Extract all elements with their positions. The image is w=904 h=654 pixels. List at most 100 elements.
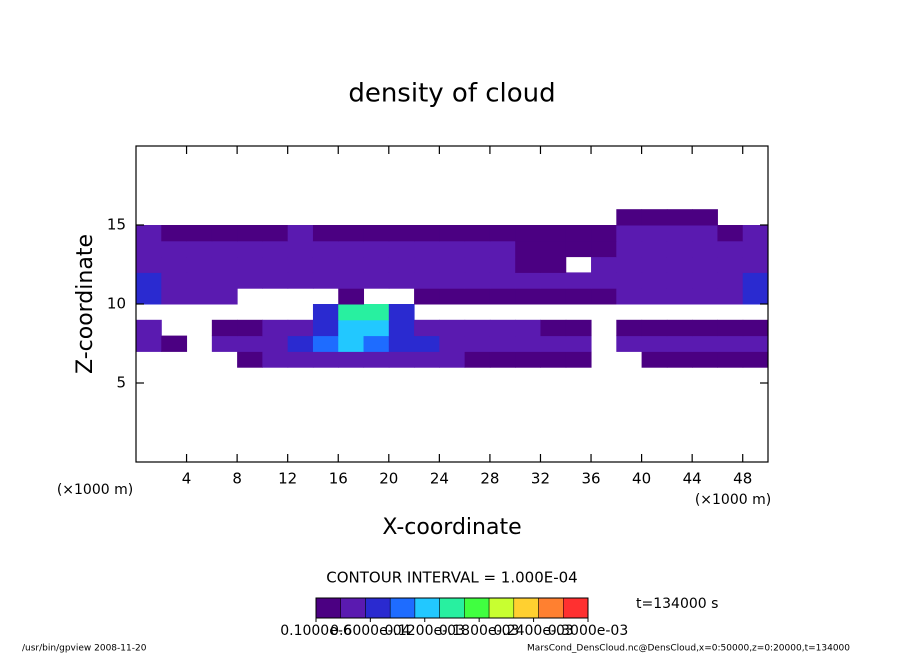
cell — [489, 240, 516, 258]
cell — [692, 335, 718, 352]
cell — [363, 240, 390, 258]
cell — [363, 335, 390, 352]
cell — [591, 256, 617, 273]
cell — [338, 240, 365, 258]
cell — [262, 335, 289, 352]
cell — [388, 319, 415, 337]
cell — [666, 225, 693, 242]
cell — [186, 256, 213, 273]
x-tick-label: 8 — [232, 470, 242, 488]
cell — [717, 288, 744, 305]
cell — [666, 288, 693, 305]
colorbar-box — [464, 597, 490, 619]
cell — [717, 272, 744, 289]
cell — [641, 351, 668, 368]
cell — [363, 304, 390, 321]
cell — [363, 319, 390, 337]
cell — [312, 272, 339, 289]
cell — [692, 351, 718, 368]
cell — [616, 335, 643, 352]
cell — [439, 225, 466, 242]
cell — [565, 351, 592, 368]
cell — [414, 272, 440, 289]
colorbar-tick-label: 0.6000e-04 — [330, 623, 411, 639]
cell — [136, 335, 162, 352]
cell — [641, 335, 668, 352]
cell — [540, 335, 567, 352]
cell — [540, 351, 567, 368]
cell — [641, 256, 668, 273]
cell — [692, 209, 718, 226]
cell — [742, 256, 769, 273]
cell — [666, 272, 693, 289]
cell — [489, 256, 516, 273]
x-tick-label: 44 — [683, 470, 702, 488]
cell — [666, 240, 693, 258]
colorbar-tick-label: 0.3000e-03 — [548, 623, 628, 639]
cell — [439, 288, 466, 305]
cell — [464, 288, 491, 305]
colorbar-frame — [315, 597, 589, 619]
cell — [540, 256, 567, 273]
cell — [565, 335, 592, 352]
cell — [186, 240, 213, 258]
time-label: t=134000 s — [636, 596, 718, 612]
cell — [464, 256, 491, 273]
cell — [742, 240, 769, 258]
x-tick-label: 40 — [632, 470, 651, 488]
cell — [692, 256, 718, 273]
cell — [161, 225, 188, 242]
cell — [388, 256, 415, 273]
cell — [515, 288, 541, 305]
cell — [287, 225, 314, 242]
cell — [414, 335, 440, 352]
x-tick-label: 24 — [430, 470, 449, 488]
cell — [742, 225, 769, 242]
cell — [136, 225, 162, 242]
cell — [540, 240, 567, 258]
cell — [540, 319, 567, 337]
colorbar-box — [315, 597, 341, 619]
colorbar-box — [389, 597, 416, 619]
cell — [161, 288, 188, 305]
cell — [312, 351, 339, 368]
cell — [464, 225, 491, 242]
cell — [211, 319, 238, 337]
cell — [540, 288, 567, 305]
cell — [641, 240, 668, 258]
cell — [565, 319, 592, 337]
cell — [742, 335, 769, 352]
cell — [237, 351, 263, 368]
cell — [439, 335, 466, 352]
cell — [489, 319, 516, 337]
cell — [616, 240, 643, 258]
cell — [262, 272, 289, 289]
cell — [287, 272, 314, 289]
colorbar-box — [488, 597, 515, 619]
cell — [186, 272, 213, 289]
cell — [515, 240, 541, 258]
chart-title: density of cloud — [348, 79, 555, 109]
x-unit-label: (×1000 m) — [695, 492, 771, 508]
x-axis-label: X-coordinate — [382, 515, 521, 540]
colorbar-box — [414, 597, 440, 619]
cell — [489, 225, 516, 242]
x-tick-label: 12 — [278, 470, 297, 488]
y-tick-label: 10 — [107, 295, 126, 313]
cell — [591, 272, 617, 289]
cell — [414, 240, 440, 258]
cell — [439, 240, 466, 258]
cell — [211, 272, 238, 289]
cell — [363, 272, 390, 289]
cell — [161, 240, 188, 258]
cell — [237, 335, 263, 352]
cell — [388, 272, 415, 289]
contour-interval: CONTOUR INTERVAL = 1.000E-04 — [326, 569, 577, 587]
cell — [515, 335, 541, 352]
cell — [616, 272, 643, 289]
cell — [237, 256, 263, 273]
colorbar-tick-label: 0.1000e-6 — [280, 623, 352, 639]
cell — [666, 209, 693, 226]
cell — [616, 209, 643, 226]
cell — [692, 272, 718, 289]
